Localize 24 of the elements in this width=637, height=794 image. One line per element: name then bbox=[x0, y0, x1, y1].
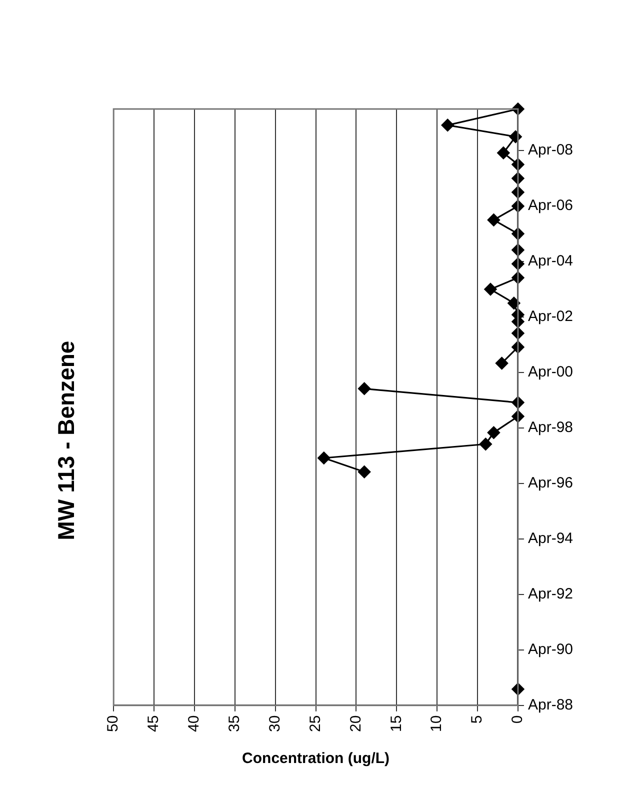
x-tick-label: 35 bbox=[226, 715, 244, 732]
y-tick-label: Apr-08 bbox=[528, 142, 574, 159]
y-tick-label: Apr-92 bbox=[528, 586, 574, 603]
x-tick-label: 25 bbox=[306, 715, 324, 732]
x-tick-label: 10 bbox=[428, 715, 446, 732]
x-tick-label: 30 bbox=[266, 715, 284, 732]
y-tick-label: Apr-94 bbox=[528, 530, 574, 548]
y-tick-label: Apr-88 bbox=[528, 696, 574, 714]
text: MW 113 - Benzene bbox=[53, 340, 80, 540]
x-tick-label: 20 bbox=[347, 715, 364, 732]
y-tick-label: Apr-00 bbox=[528, 364, 574, 381]
y-tick-label: Apr-96 bbox=[528, 474, 574, 492]
x-tick-label: 15 bbox=[388, 715, 405, 732]
x-tick-label: 50 bbox=[104, 715, 122, 732]
x-tick-label: 45 bbox=[145, 715, 162, 732]
x-tick-label: 40 bbox=[186, 715, 203, 732]
y-tick-label: Apr-02 bbox=[528, 308, 574, 326]
y-tick-label: Apr-98 bbox=[528, 419, 574, 436]
y-tick-label: Apr-06 bbox=[528, 197, 574, 214]
y-tick-label: Apr-90 bbox=[528, 640, 574, 658]
x-tick-label: 0 bbox=[509, 715, 526, 724]
x-axis-title: Concentration (ug/L) bbox=[242, 750, 390, 768]
y-tick-label: Apr-04 bbox=[528, 252, 574, 270]
x-tick-label: 5 bbox=[468, 715, 486, 724]
